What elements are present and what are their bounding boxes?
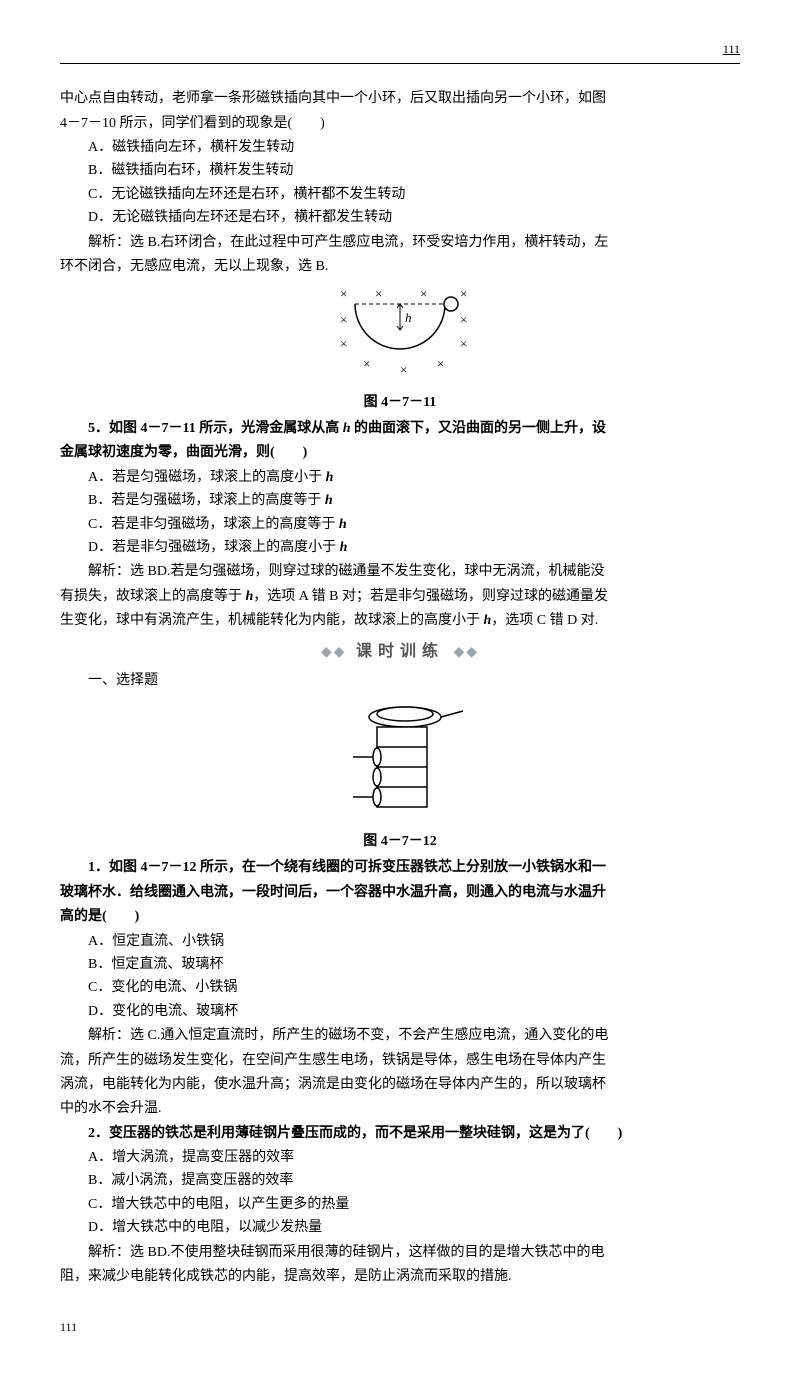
- q5-optC-h: h: [339, 517, 347, 532]
- q1-option-a: A．恒定直流、小铁锅: [60, 931, 740, 953]
- q4-option-c: C．无论磁铁插向左环还是右环，横杆都不发生转动: [60, 184, 740, 206]
- q5-stem-b: 的曲面滚下，又沿曲面的另一侧上升，设: [351, 421, 607, 436]
- svg-text:×: ×: [460, 312, 467, 327]
- svg-text:×: ×: [340, 336, 347, 351]
- svg-text:×: ×: [363, 356, 370, 371]
- q1-option-c: C．变化的电流、小铁锅: [60, 977, 740, 999]
- q1-exp-line3: 涡流，电能转化为内能，使水温升高；涡流是由变化的磁场在导体内产生的，所以玻璃杯: [60, 1074, 740, 1096]
- q4-option-d: D．无论磁铁插向左环还是右环，横杆都发生转动: [60, 207, 740, 229]
- top-rule: [60, 63, 740, 64]
- q5-stem-line1: 5．如图 4－7－11 所示，光滑金属球从高 h 的曲面滚下，又沿曲面的另一侧上…: [60, 418, 740, 440]
- q4-option-a: A．磁铁插向左环，横杆发生转动: [60, 137, 740, 159]
- q2-option-b: B．减小涡流，提高变压器的效率: [60, 1170, 740, 1192]
- q1-stem-line1: 1．如图 4－7－12 所示，在一个绕有线圈的可拆变压器铁芯上分别放一小铁锅水和…: [60, 857, 740, 879]
- q1-stem-line2: 玻璃杯水．给线圈通入电流，一段时间后，一个容器中水温升高，则通入的电流与水温升: [60, 882, 740, 904]
- svg-text:×: ×: [340, 286, 347, 301]
- q5-exp-line3: 生变化，球中有涡流产生，机械能转化为内能，故球滚上的高度小于 h，选项 C 错 …: [60, 610, 740, 632]
- banner-right-icon: ◆◆: [454, 645, 480, 660]
- q2-option-a: A．增大涡流，提高变压器的效率: [60, 1147, 740, 1169]
- figure-4-7-11-caption: 图 4－7－11: [60, 392, 740, 414]
- q4-explanation-a: 解析：选 B.右环闭合，在此过程中可产生感应电流，环受安培力作用，横杆转动，左: [60, 232, 740, 254]
- q5-optA-text: A．若是匀强磁场，球滚上的高度小于: [88, 470, 326, 485]
- svg-text:×: ×: [460, 286, 467, 301]
- q2-exp-line1: 解析：选 BD.不使用整块硅钢而采用很薄的硅钢片，这样做的目的是增大铁芯中的电: [60, 1242, 740, 1264]
- q5-optB-text: B．若是匀强磁场，球滚上的高度等于: [88, 493, 325, 508]
- q5-optD-text: D．若是非匀强磁场，球滚上的高度小于: [88, 540, 340, 555]
- page-number-bottom: 111: [60, 1318, 740, 1337]
- q2-option-c: C．增大铁芯中的电阻，以产生更多的热量: [60, 1194, 740, 1216]
- svg-text:×: ×: [437, 356, 444, 371]
- q4-intro-line1: 中心点自由转动，老师拿一条形磁铁插向其中一个小环，后又取出插向另一个小环，如图: [60, 88, 740, 110]
- q5-option-b: B．若是匀强磁场，球滚上的高度等于 h: [60, 490, 740, 512]
- section-banner: ◆◆ 课时训练 ◆◆: [60, 639, 740, 665]
- q1-exp-line2: 流，所产生的磁场发生变化，在空间产生感生电场，铁锅是导体，感生电场在导体内产生: [60, 1050, 740, 1072]
- section-1-heading: 一、选择题: [60, 670, 740, 692]
- q5-optA-h: h: [326, 470, 334, 485]
- q1-stem-line3: 高的是( ): [60, 906, 740, 928]
- q5-exp-c: ，选项 A 错 B 对；若是非匀强磁场，则穿过球的磁通量发: [253, 589, 608, 604]
- fig11-h-label: h: [405, 310, 412, 325]
- q5-exp-d: 生变化，球中有涡流产生，机械能转化为内能，故球滚上的高度小于: [60, 613, 484, 628]
- svg-text:×: ×: [340, 312, 347, 327]
- svg-text:×: ×: [420, 286, 427, 301]
- q5-stem-line2: 金属球初速度为零，曲面光滑，则( ): [60, 442, 740, 464]
- q2-stem: 2．变压器的铁芯是利用薄硅钢片叠压而成的，而不是采用一整块硅钢，这是为了( ): [60, 1123, 740, 1145]
- q5-optB-h: h: [325, 493, 333, 508]
- q5-exp-line2: 有损失，故球滚上的高度等于 h，选项 A 错 B 对；若是非匀强磁场，则穿过球的…: [60, 586, 740, 608]
- svg-text:×: ×: [400, 362, 407, 377]
- q2-exp-line2: 阻，来减少电能转化成铁芯的内能，提高效率，是防止涡流而采取的措施.: [60, 1266, 740, 1288]
- q5-option-c: C．若是非匀强磁场，球滚上的高度等于 h: [60, 514, 740, 536]
- q4-option-b: B．磁铁插向右环，横杆发生转动: [60, 160, 740, 182]
- q4-intro-line2: 4－7－10 所示，同学们看到的现象是( ): [60, 113, 740, 135]
- banner-left-icon: ◆◆: [321, 645, 347, 660]
- figure-4-7-12-caption: 图 4－7－12: [60, 831, 740, 853]
- svg-text:×: ×: [460, 336, 467, 351]
- q1-option-d: D．变化的电流、玻璃杯: [60, 1001, 740, 1023]
- q5-exp-e: ，选项 C 错 D 对.: [491, 613, 598, 628]
- figure-4-7-12: [60, 701, 740, 829]
- q1-exp-line4: 中的水不会升温.: [60, 1098, 740, 1120]
- q5-option-d: D．若是非匀强磁场，球滚上的高度小于 h: [60, 537, 740, 559]
- q5-option-a: A．若是匀强磁场，球滚上的高度小于 h: [60, 467, 740, 489]
- q5-optC-text: C．若是非匀强磁场，球滚上的高度等于: [88, 517, 339, 532]
- figure-4-7-11: h × × × × × × × × × × ×: [60, 286, 740, 389]
- q2-option-d: D．增大铁芯中的电阻，以减少发热量: [60, 1217, 740, 1239]
- q4-explanation-b: 环不闭合，无感应电流，无以上现象，选 B.: [60, 256, 740, 278]
- q5-optD-h: h: [340, 540, 348, 555]
- svg-text:×: ×: [375, 286, 382, 301]
- q5-stem-a: 5．如图 4－7－11 所示，光滑金属球从高: [88, 421, 343, 436]
- q1-option-b: B．恒定直流、玻璃杯: [60, 954, 740, 976]
- q5-exp-line1: 解析：选 BD.若是匀强磁场，则穿过球的磁通量不发生变化，球中无涡流，机械能没: [60, 561, 740, 583]
- q5-stem-h1: h: [343, 421, 351, 436]
- q1-exp-line1: 解析：选 C.通入恒定直流时，所产生的磁场不变，不会产生感应电流，通入变化的电: [60, 1025, 740, 1047]
- q5-exp-b: 有损失，故球滚上的高度等于: [60, 589, 246, 604]
- banner-title: 课时训练: [356, 643, 444, 660]
- page-number-top: 111: [60, 40, 740, 59]
